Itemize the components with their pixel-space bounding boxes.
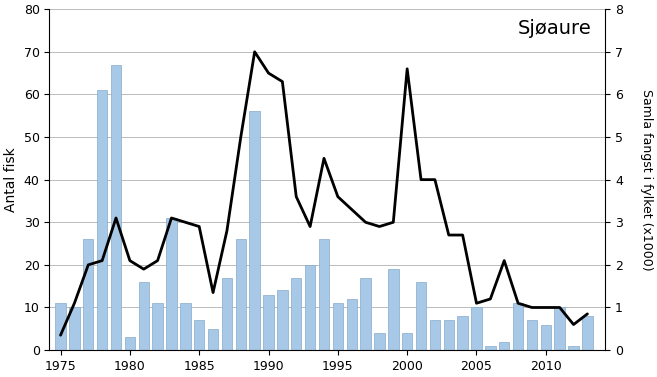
Bar bbox=[194, 320, 204, 350]
Y-axis label: Antal fisk: Antal fisk bbox=[4, 147, 18, 212]
Bar bbox=[430, 320, 440, 350]
Bar bbox=[125, 337, 135, 350]
Bar bbox=[55, 303, 66, 350]
Bar bbox=[485, 346, 495, 350]
Bar bbox=[499, 342, 509, 350]
Bar bbox=[374, 333, 384, 350]
Bar bbox=[250, 112, 260, 350]
Bar bbox=[83, 239, 93, 350]
Bar bbox=[346, 299, 357, 350]
Bar bbox=[555, 308, 565, 350]
Text: Sjøaure: Sjøaure bbox=[518, 19, 591, 38]
Bar bbox=[236, 239, 246, 350]
Bar bbox=[388, 269, 399, 350]
Bar bbox=[180, 303, 191, 350]
Bar bbox=[263, 295, 274, 350]
Bar bbox=[457, 316, 468, 350]
Bar bbox=[541, 325, 551, 350]
Bar bbox=[291, 277, 302, 350]
Y-axis label: Samla fangst i fylket (x1000): Samla fangst i fylket (x1000) bbox=[640, 89, 653, 270]
Bar bbox=[152, 303, 163, 350]
Bar bbox=[305, 265, 315, 350]
Bar bbox=[568, 346, 579, 350]
Bar bbox=[208, 329, 218, 350]
Bar bbox=[332, 303, 343, 350]
Bar bbox=[166, 218, 177, 350]
Bar bbox=[139, 282, 149, 350]
Bar bbox=[277, 290, 288, 350]
Bar bbox=[402, 333, 413, 350]
Bar bbox=[111, 64, 121, 350]
Bar bbox=[416, 282, 426, 350]
Bar bbox=[221, 277, 232, 350]
Bar bbox=[471, 308, 482, 350]
Bar bbox=[527, 320, 537, 350]
Bar bbox=[582, 316, 593, 350]
Bar bbox=[319, 239, 329, 350]
Bar bbox=[69, 308, 79, 350]
Bar bbox=[443, 320, 454, 350]
Bar bbox=[361, 277, 371, 350]
Bar bbox=[97, 90, 107, 350]
Bar bbox=[513, 303, 523, 350]
